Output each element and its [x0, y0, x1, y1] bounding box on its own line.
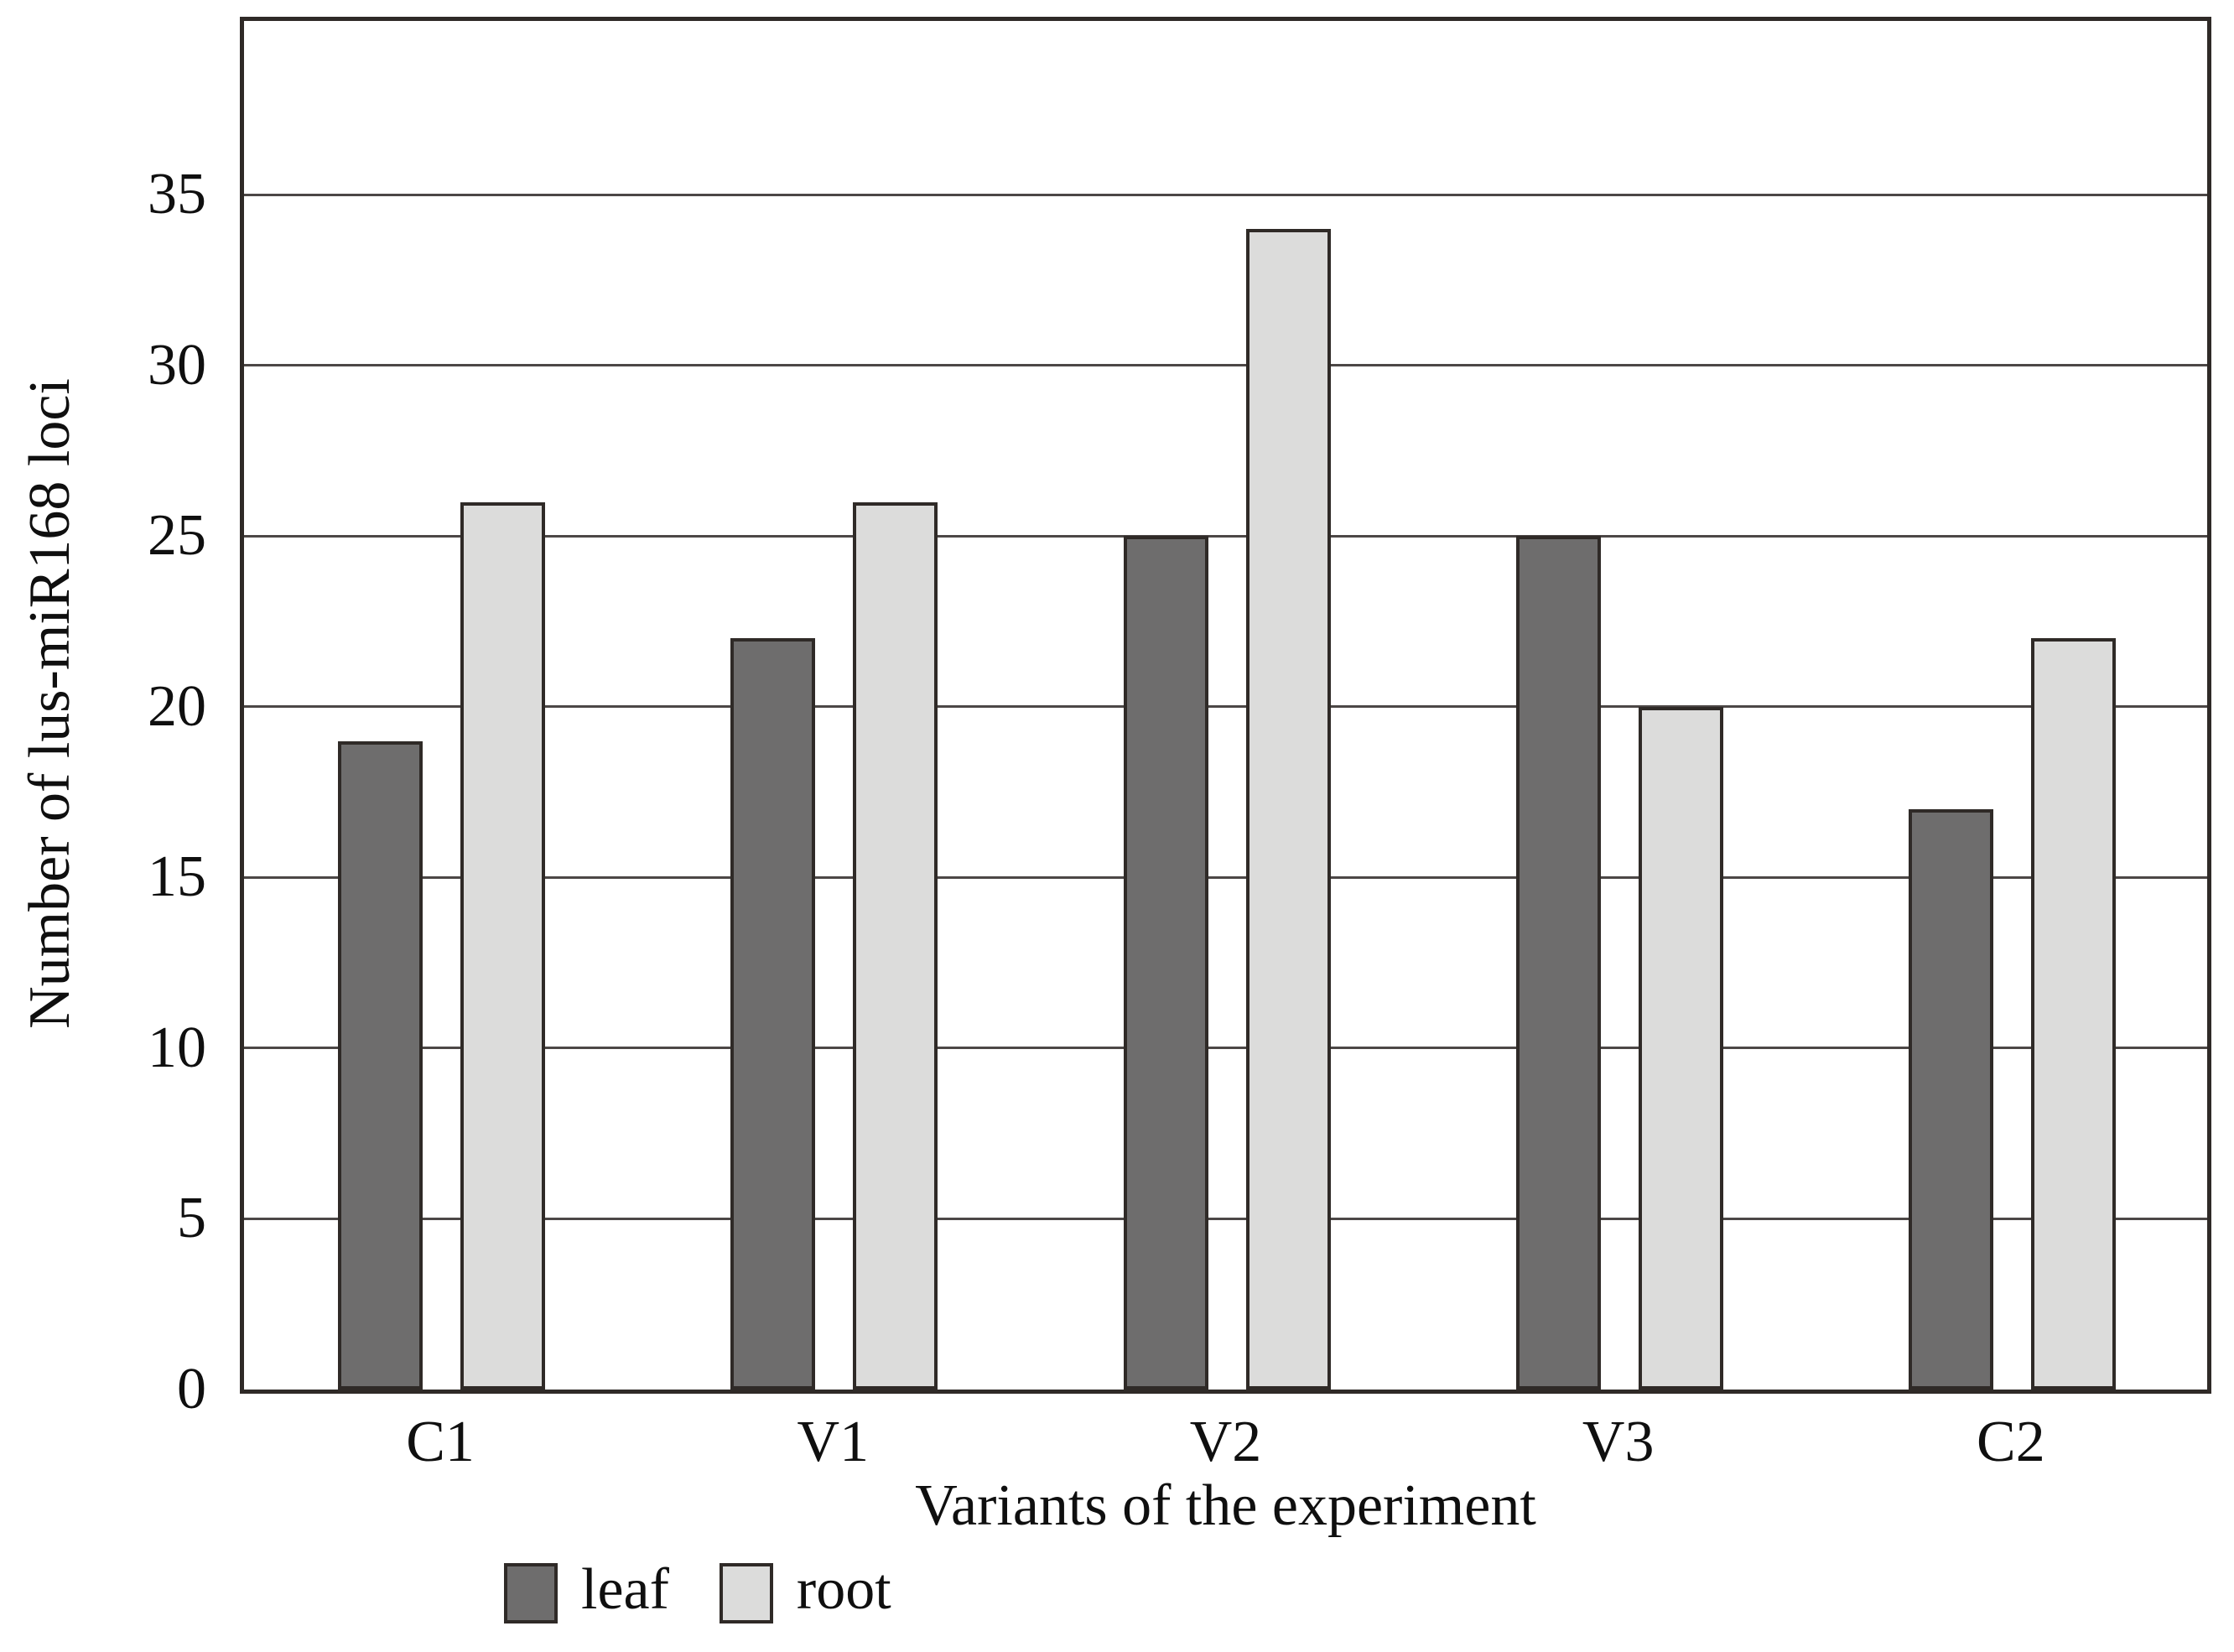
legend-item-leaf: leaf [504, 1558, 669, 1627]
legend: leaf root [504, 1558, 891, 1627]
gridline [244, 534, 2207, 538]
bar-leaf-C2 [1908, 808, 1993, 1390]
x-tick-label-C1: C1 [406, 1410, 475, 1474]
bar-root-C1 [460, 501, 546, 1390]
legend-item-root: root [719, 1558, 891, 1627]
y-tick-label: 35 [148, 162, 206, 227]
x-axis-title: Variants of the experiment [915, 1473, 1536, 1538]
legend-label-root: root [796, 1557, 891, 1622]
plot-area [240, 17, 2211, 1394]
x-tick-label-C2: C2 [1977, 1410, 2045, 1474]
bar-leaf-V3 [1515, 536, 1601, 1390]
bar-root-V2 [1245, 228, 1331, 1390]
y-tick-label: 15 [148, 844, 206, 910]
x-tick-label-V2: V2 [1189, 1410, 1262, 1474]
legend-swatch-leaf [504, 1563, 558, 1623]
gridline [244, 1047, 2207, 1050]
y-tick-label: 30 [148, 332, 206, 397]
bar-root-V1 [853, 501, 938, 1390]
x-tick-label-V3: V3 [1582, 1410, 1655, 1474]
bar-leaf-V2 [1123, 536, 1208, 1390]
bar-root-V3 [1638, 706, 1723, 1390]
y-tick-label: 20 [148, 673, 206, 739]
x-tick-label-V1: V1 [797, 1410, 870, 1474]
y-tick-label: 25 [148, 503, 206, 569]
legend-label-leaf: leaf [581, 1557, 669, 1622]
bar-root-C2 [2030, 638, 2116, 1390]
bar-leaf-V1 [730, 638, 816, 1390]
gridline [244, 1217, 2207, 1220]
y-tick-label: 0 [177, 1357, 206, 1421]
gridline [244, 705, 2207, 709]
legend-swatch-root [719, 1563, 773, 1623]
y-tick-label: 10 [148, 1015, 206, 1080]
y-tick-label: 5 [177, 1186, 206, 1251]
gridline [244, 364, 2207, 367]
bar-leaf-C1 [338, 740, 423, 1390]
gridline [244, 193, 2207, 196]
gridline [244, 875, 2207, 879]
